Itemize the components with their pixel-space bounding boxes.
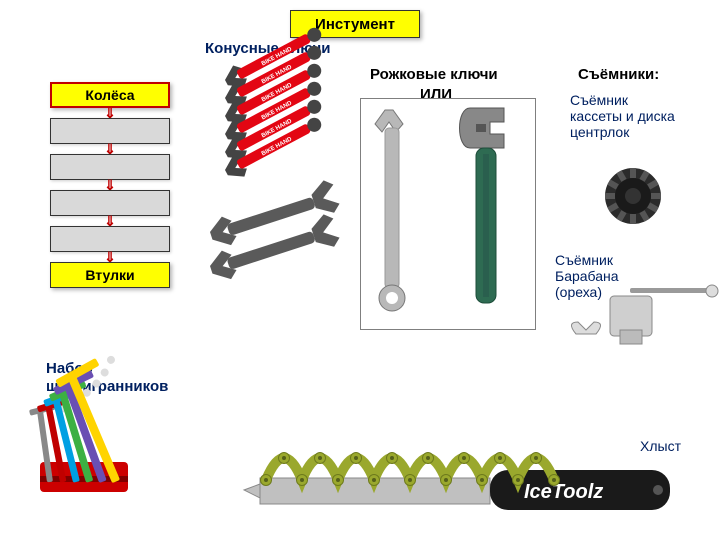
illustrations: BIKE HANDBIKE HANDBIKE HANDBIKE HANDBIKE… — [0, 0, 720, 540]
svg-text:IceToolz: IceToolz — [524, 481, 603, 503]
